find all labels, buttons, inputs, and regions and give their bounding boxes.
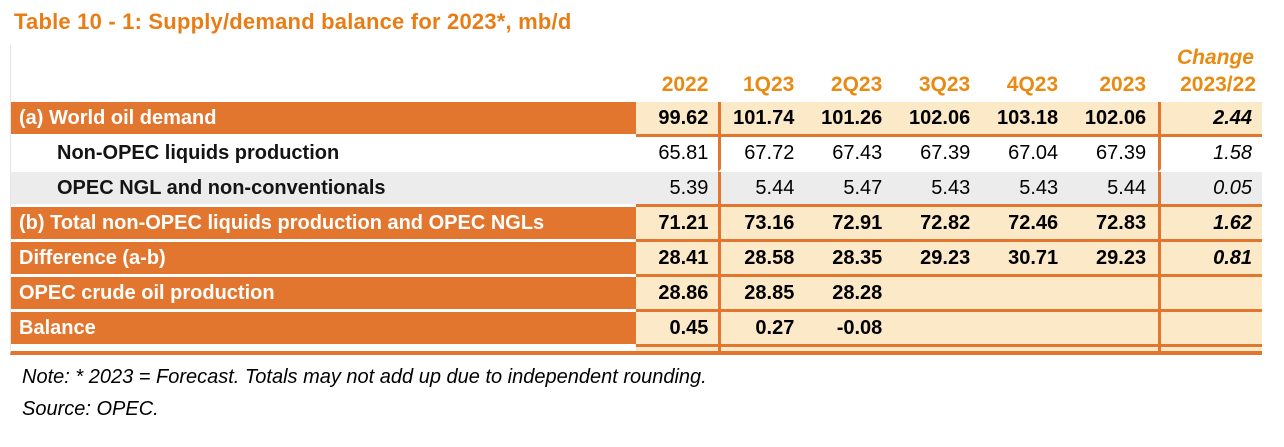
value-cell: 67.43 <box>806 137 895 172</box>
value-cell: 102.06 <box>1070 102 1159 137</box>
value-cell: 28.58 <box>718 242 807 277</box>
change-cell <box>1158 312 1263 347</box>
column-header-empty <box>11 71 636 102</box>
value-cell: 102.06 <box>894 102 983 137</box>
value-cell: 71.21 <box>636 207 719 242</box>
column-header-1q23: 1Q23 <box>742 73 795 96</box>
change-cell: 1.58 <box>1158 137 1263 172</box>
value-cell <box>982 312 1071 347</box>
value-cell: 72.46 <box>982 207 1071 242</box>
table-row-non-opec-liquids: Non-OPEC liquids production 65.81 67.72 … <box>11 137 1263 172</box>
value-cell: 0.45 <box>636 312 719 347</box>
value-cell: 99.62 <box>636 102 719 137</box>
value-cell: 67.72 <box>718 137 807 172</box>
row-label: OPEC NGL and non-conventionals <box>11 172 637 207</box>
table-title: Table 10 - 1: Supply/demand balance for … <box>14 9 572 34</box>
value-cell: 5.43 <box>894 172 983 207</box>
row-label: (a) World oil demand <box>11 102 637 137</box>
change-cell: 0.05 <box>1158 172 1263 207</box>
table-row-total-non-opec: (b) Total non-OPEC liquids production an… <box>11 207 1263 242</box>
column-header-2023-22: 2023/22 <box>1180 73 1257 96</box>
table-row-balance: Balance 0.45 0.27 -0.08 <box>11 312 1263 347</box>
value-cell <box>1070 312 1159 347</box>
value-cell: 67.39 <box>894 137 983 172</box>
value-cell: 0.27 <box>718 312 807 347</box>
column-header-change: Change <box>1176 46 1254 69</box>
table-bottom-spacer <box>11 347 1263 351</box>
report-page: Table 10 - 1: Supply/demand balance for … <box>0 9 1284 447</box>
table-row-world-oil-demand: (a) World oil demand 99.62 101.74 101.26… <box>11 102 1263 137</box>
value-cell: 67.39 <box>1070 137 1159 172</box>
row-label: Balance <box>11 312 637 347</box>
value-cell: 29.23 <box>894 242 983 277</box>
column-header-2q23: 2Q23 <box>830 73 883 96</box>
value-cell: 72.83 <box>1070 207 1159 242</box>
source-note: Source: OPEC. <box>22 398 159 420</box>
column-header-4q23: 4Q23 <box>1006 73 1059 96</box>
row-label: Difference (a-b) <box>11 242 637 277</box>
value-cell: 73.16 <box>718 207 807 242</box>
change-cell: 0.81 <box>1158 242 1263 277</box>
value-cell: 30.71 <box>982 242 1071 277</box>
value-cell: 28.86 <box>636 277 719 312</box>
table-row-opec-ngl: OPEC NGL and non-conventionals 5.39 5.44… <box>11 172 1263 207</box>
value-cell: 103.18 <box>982 102 1071 137</box>
column-header-3q23: 3Q23 <box>918 73 971 96</box>
value-cell: 28.85 <box>718 277 807 312</box>
header-change-row: Change <box>11 45 1262 71</box>
value-cell: 101.26 <box>806 102 895 137</box>
change-cell <box>1158 277 1263 312</box>
value-cell: 65.81 <box>636 137 719 172</box>
change-cell: 1.62 <box>1158 207 1263 242</box>
value-cell: 5.44 <box>1070 172 1159 207</box>
value-cell <box>894 277 983 312</box>
column-header-2023: 2023 <box>1099 73 1147 96</box>
row-label: (b) Total non-OPEC liquids production an… <box>11 207 637 242</box>
change-cell: 2.44 <box>1158 102 1263 137</box>
value-cell <box>1070 277 1159 312</box>
value-cell: 5.39 <box>636 172 719 207</box>
row-label: OPEC crude oil production <box>11 277 637 312</box>
row-label: Non-OPEC liquids production <box>11 137 637 172</box>
value-cell: 101.74 <box>718 102 807 137</box>
table-row-difference: Difference (a-b) 28.41 28.58 28.35 29.23… <box>11 242 1263 277</box>
value-cell: 5.44 <box>718 172 807 207</box>
column-header-2022: 2022 <box>661 73 709 96</box>
value-cell <box>982 277 1071 312</box>
value-cell: 28.41 <box>636 242 719 277</box>
supply-demand-table: Change 2022 1Q23 2Q23 3Q23 4Q23 2023 202… <box>10 45 1263 355</box>
value-cell: 67.04 <box>982 137 1071 172</box>
table-row-opec-crude: OPEC crude oil production 28.86 28.85 28… <box>11 277 1263 312</box>
value-cell: -0.08 <box>806 312 895 347</box>
footnote: Note: * 2023 = Forecast. Totals may not … <box>22 366 707 388</box>
value-cell <box>894 312 983 347</box>
value-cell: 28.35 <box>806 242 895 277</box>
value-cell: 28.28 <box>806 277 895 312</box>
value-cell: 5.47 <box>806 172 895 207</box>
value-cell: 72.82 <box>894 207 983 242</box>
value-cell: 29.23 <box>1070 242 1159 277</box>
column-header-row: 2022 1Q23 2Q23 3Q23 4Q23 2023 2023/22 <box>11 71 1262 102</box>
value-cell: 5.43 <box>982 172 1071 207</box>
value-cell: 72.91 <box>806 207 895 242</box>
